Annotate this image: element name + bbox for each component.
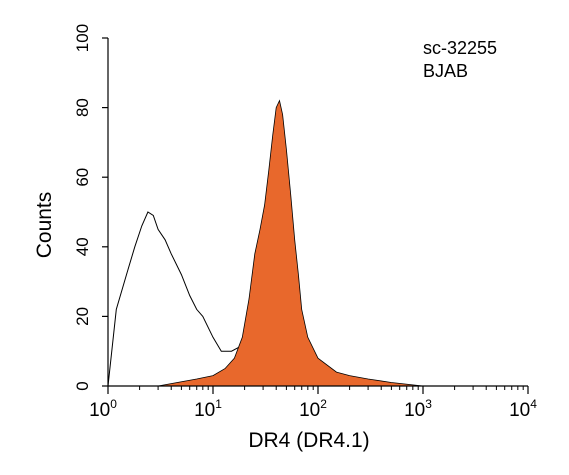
series-layer <box>107 99 424 387</box>
filled-histogram-series <box>108 99 424 387</box>
x-tick-label-base: 10 <box>509 400 530 421</box>
x-tick-label-base: 10 <box>89 400 110 421</box>
x-ticks: 100 101 102 103 104 <box>89 386 537 421</box>
x-tick-label: 103 <box>404 397 432 421</box>
y-tick-label: 60 <box>73 168 92 187</box>
x-tick-label-base: 10 <box>194 400 215 421</box>
y-tick-label: 20 <box>73 307 92 326</box>
y-tick-label: 0 <box>73 381 92 390</box>
y-axis-label: Counts <box>33 192 56 259</box>
x-tick-label: 102 <box>299 397 327 421</box>
x-tick-label: 104 <box>509 397 537 421</box>
x-tick-label-base: 10 <box>299 400 320 421</box>
y-tick-label: 40 <box>73 237 92 256</box>
x-tick-label-exponent: 3 <box>425 397 432 411</box>
y-ticks: 0 20 40 60 80 100 <box>73 24 108 391</box>
y-tick-label: 100 <box>73 24 92 52</box>
x-tick-label-base: 10 <box>404 400 425 421</box>
x-tick-label-exponent: 0 <box>110 397 117 411</box>
annotation-catalog-number: sc-32255 <box>423 38 497 58</box>
x-tick-label-exponent: 2 <box>320 397 327 411</box>
x-axis-label: DR4 (DR4.1) <box>248 429 369 452</box>
x-tick-label-exponent: 4 <box>530 397 537 411</box>
annotation-cell-line: BJAB <box>423 61 468 81</box>
x-tick-label: 100 <box>89 397 117 421</box>
x-tick-label: 101 <box>194 397 222 421</box>
x-tick-label-exponent: 1 <box>215 397 222 411</box>
y-tick-label: 80 <box>73 98 92 117</box>
